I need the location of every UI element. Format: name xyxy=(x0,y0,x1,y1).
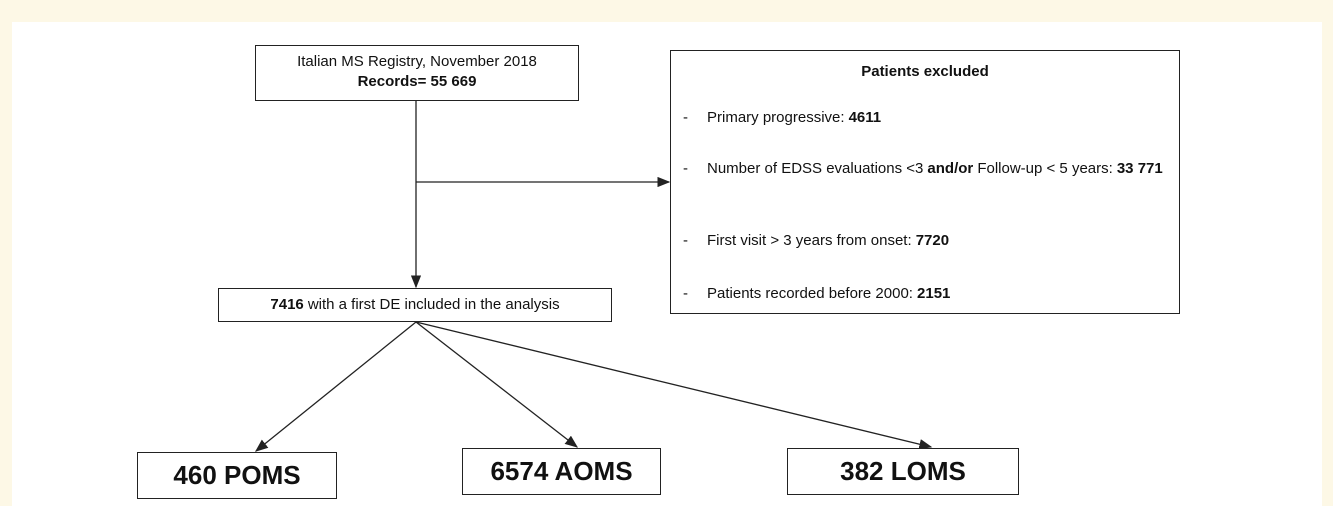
bold-text: and/or xyxy=(927,160,974,177)
bold-text: 4611 xyxy=(848,109,882,126)
text: Primary progressive: xyxy=(707,109,845,126)
text: Italian MS Registry, November 2018 xyxy=(297,53,537,70)
arrow xyxy=(415,321,579,448)
bold-text: 33 771 xyxy=(1116,160,1163,177)
item-text: Patients recorded before 2000: 2151 xyxy=(707,283,1167,305)
outcome-box: 460 POMS xyxy=(137,452,337,499)
item-text: Number of EDSS evaluations <3 and/or Follo… xyxy=(707,158,1167,180)
source-box: Italian MS Registry, November 2018 Record… xyxy=(255,45,579,101)
bold-text: 7416 xyxy=(270,296,304,313)
included-box: 7416 with a first DE included in the anal… xyxy=(218,288,612,322)
bold-text: 2151 xyxy=(917,285,951,302)
item-text: First visit > 3 years from onset: 7720 xyxy=(707,230,1167,252)
outcome-box: 6574 AOMS xyxy=(462,448,661,495)
source-line: Records= 55 669 xyxy=(256,72,578,92)
outcome-box: 382 LOMS xyxy=(787,448,1019,495)
bold-text: 7720 xyxy=(915,232,950,249)
excluded-box: Patients excluded - Primary progressive: 4… xyxy=(670,50,1180,314)
text: Number of EDSS evaluations <3 xyxy=(707,160,924,177)
text: Patients recorded before 2000: xyxy=(707,285,913,302)
arrow xyxy=(254,321,417,452)
excluded-title: Patients excluded xyxy=(861,63,989,80)
bullet: - xyxy=(683,160,688,177)
bullet: - xyxy=(683,232,688,249)
item-text: Primary progressive: 4611 xyxy=(707,107,1167,129)
bullet: - xyxy=(683,285,688,302)
source-line: Italian MS Registry, November 2018 xyxy=(256,52,578,72)
text: Follow-up < 5 years: xyxy=(977,160,1113,177)
text: First visit > 3 years from onset: xyxy=(707,232,912,249)
arrow xyxy=(415,321,933,450)
bullet: - xyxy=(683,109,688,126)
text: with a first DE included in the analysis xyxy=(307,296,560,313)
bold-text: Records= 55 669 xyxy=(357,73,477,90)
